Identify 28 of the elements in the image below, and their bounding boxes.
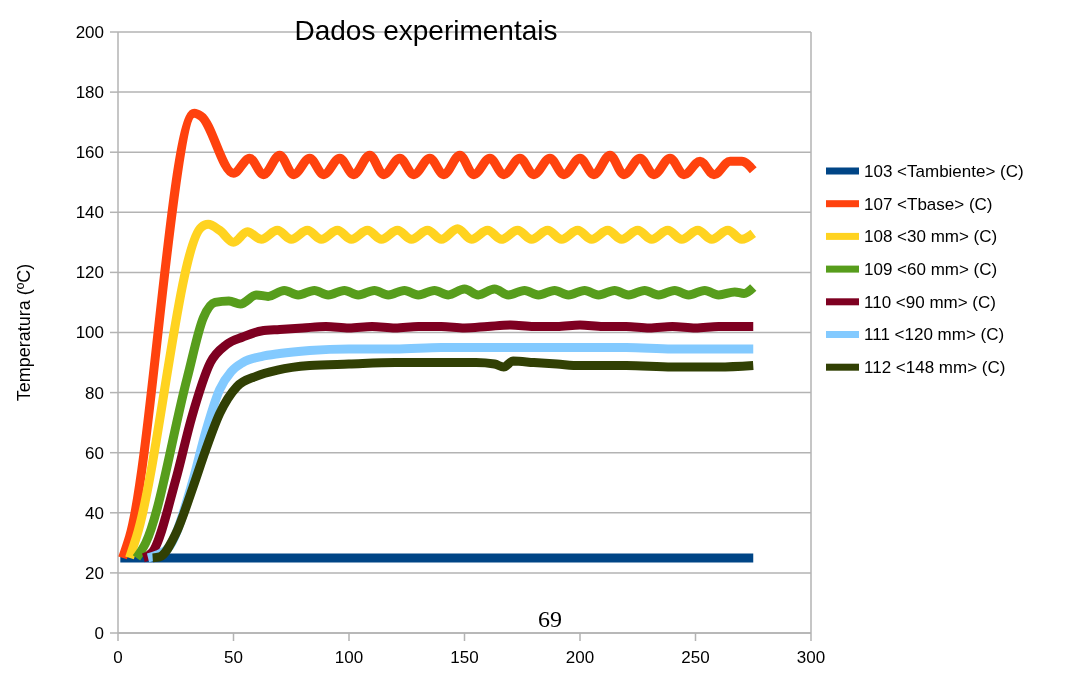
x-tick-label: 150 — [450, 648, 479, 667]
y-tick-label: 20 — [85, 563, 104, 583]
legend-label: 108 <30 mm> (C) — [864, 227, 998, 247]
x-tick-label: 300 — [796, 648, 826, 667]
legend-label: 109 <60 mm> (C) — [864, 260, 998, 280]
y-axis-title: Temperatura (ºC) — [14, 263, 34, 402]
x-tick-label: 100 — [334, 648, 364, 667]
chart-title: Dados experimentais — [294, 15, 558, 46]
y-tick-label: 200 — [75, 22, 104, 42]
legend-label: 103 <Tambiente> (C) — [864, 161, 1024, 181]
y-tick-label: 140 — [75, 203, 104, 223]
legend-label: 110 <90 mm> (C) — [864, 292, 996, 312]
y-tick-label: 0 — [94, 623, 104, 643]
legend-label: 112 <148 mm> (C) — [864, 358, 1006, 378]
y-tick-label: 160 — [75, 143, 104, 163]
y-tick-label: 80 — [85, 383, 104, 403]
x-tick-label: 250 — [681, 648, 710, 667]
legend-label: 111 <120 mm> (C) — [864, 325, 1005, 345]
y-tick-label: 120 — [75, 263, 104, 283]
legend-label: 107 <Tbase> (C) — [864, 194, 993, 214]
annotation: 69 — [538, 606, 562, 632]
y-tick-label: 100 — [75, 323, 104, 343]
y-tick-label: 40 — [85, 503, 104, 523]
x-tick-label: 0 — [113, 648, 123, 667]
y-tick-label: 180 — [75, 83, 104, 103]
x-tick-label: 200 — [565, 648, 595, 667]
x-tick-label: 50 — [224, 648, 243, 667]
y-tick-label: 60 — [85, 443, 104, 463]
